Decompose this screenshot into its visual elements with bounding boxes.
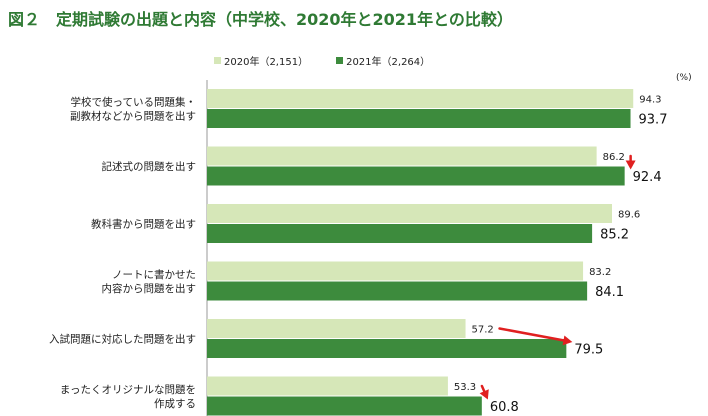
legend-item-2021: 2021年（2,264） (336, 53, 430, 68)
legend-swatch-2020 (214, 57, 221, 64)
data-label-2020-5: 53.3 (454, 382, 476, 393)
arrow-head-4 (562, 335, 573, 346)
bar-2021-2 (207, 224, 593, 243)
bar-2021-4 (207, 339, 567, 358)
arrow-head-1 (625, 160, 636, 170)
category-label-0-1: 副教材などから問題を出す (70, 110, 196, 123)
category-label-3-0: ノートに書かせた (112, 268, 196, 281)
bar-2021-0 (207, 109, 631, 128)
arrow-shaft-5 (480, 384, 486, 393)
data-label-2021-5: 60.8 (490, 400, 519, 415)
data-label-2021-4: 79.5 (574, 343, 603, 358)
data-label-2020-3: 83.2 (589, 267, 611, 278)
data-label-2020-4: 57.2 (472, 325, 494, 336)
category-label-4-0: 入試問題に対応した問題を出す (49, 333, 196, 346)
bar-2020-0 (207, 89, 634, 108)
bar-2021-3 (207, 281, 588, 301)
data-label-2021-1: 92.4 (633, 170, 662, 185)
legend-label-2020: 2020年（2,151） (224, 57, 309, 68)
data-label-2020-1: 86.2 (603, 152, 625, 163)
category-label-5-0: まったくオリジナルな問題を (60, 384, 196, 396)
legend: 2020年（2,151） 2021年（2,264） (214, 53, 430, 68)
bar-2020-3 (207, 261, 584, 281)
category-label-2-0: 教科書から問題を出す (91, 218, 196, 231)
bar-2020-5 (207, 376, 448, 396)
bar-2020-2 (207, 204, 612, 223)
legend-item-2020: 2020年（2,151） (214, 53, 308, 68)
unit-label: (%) (676, 73, 692, 83)
legend-label-2021: 2021年（2,264） (346, 57, 431, 68)
data-label-2020-2: 89.6 (618, 210, 640, 221)
bar-2020-4 (207, 319, 466, 338)
arrow-shaft-4 (498, 327, 565, 342)
category-label-5-1: 作成する (154, 398, 196, 410)
data-label-2021-3: 84.1 (595, 285, 624, 300)
arrow-head-5 (479, 389, 489, 400)
bar-2020-1 (207, 146, 597, 166)
category-label-1-0: 記述式の問題を出す (102, 160, 197, 173)
bar-2021-1 (207, 166, 625, 186)
chart-title: 図２ 定期試験の出題と内容（中学校、2020年と2021年との比較） (8, 10, 513, 29)
data-label-2021-2: 85.2 (600, 228, 629, 243)
legend-swatch-2021 (336, 57, 344, 64)
bar-2021-5 (207, 396, 482, 416)
data-label-2020-0: 94.3 (639, 95, 661, 106)
data-label-2021-0: 93.7 (639, 113, 668, 128)
category-label-3-1: 内容から問題を出す (102, 282, 197, 295)
category-label-0-0: 学校で使っている問題集・ (71, 96, 196, 109)
